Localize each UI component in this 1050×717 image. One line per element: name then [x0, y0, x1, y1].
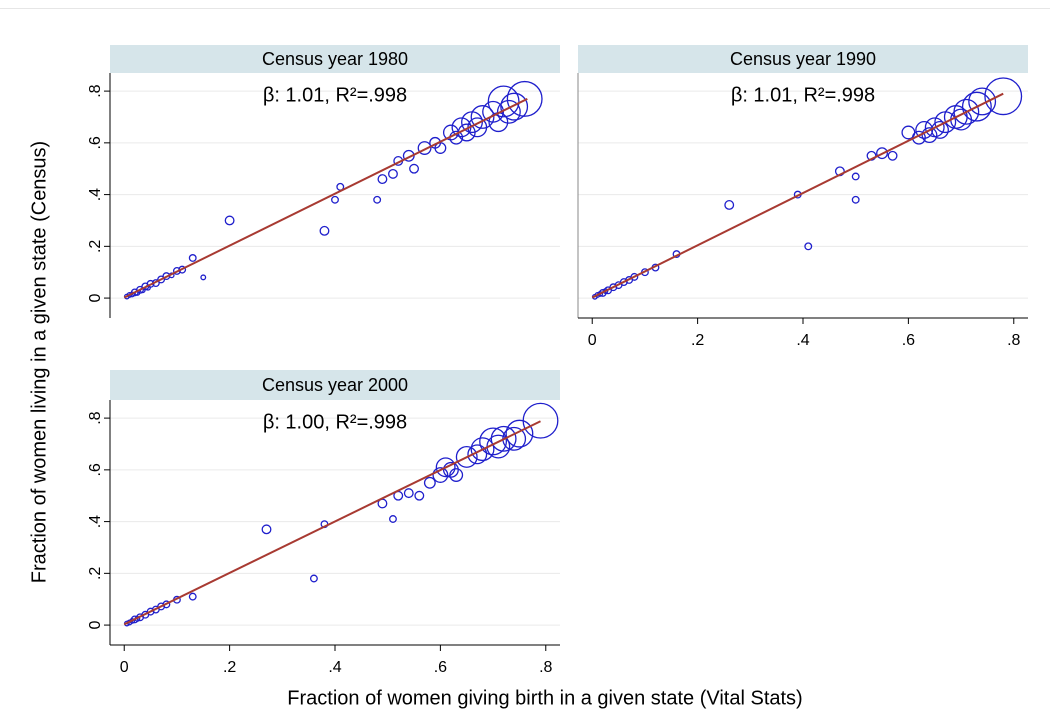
bubble [403, 488, 414, 499]
x-tick-label: 0 [588, 332, 597, 349]
bubble [261, 524, 272, 535]
bubble [953, 98, 980, 125]
bubble [630, 272, 639, 281]
bubble [479, 427, 508, 456]
y-tick-label: .2 [87, 567, 104, 580]
annotation: β: 1.00, R²=.998 [263, 411, 407, 433]
bubble [432, 467, 449, 483]
fit-line [123, 420, 541, 626]
y-tick-label: 0 [87, 294, 104, 303]
bubble [487, 85, 520, 118]
bubble [467, 444, 488, 465]
bubble [505, 419, 534, 448]
bubble [470, 437, 495, 462]
x-axis-label: Fraction of women giving birth in a give… [287, 687, 802, 709]
panel-title: Census year 1980 [262, 49, 408, 69]
bubble [470, 105, 495, 129]
bubble [506, 80, 543, 117]
x-tick-label: .6 [434, 659, 447, 676]
bubble [224, 215, 235, 226]
y-axis-label: Fraction of women living in a given stat… [28, 141, 50, 583]
bubble [455, 445, 478, 468]
bubble [851, 172, 860, 181]
bubble [496, 99, 521, 124]
y-tick-label: .4 [87, 515, 104, 528]
y-tick-label: .2 [87, 240, 104, 253]
bubble [200, 274, 207, 281]
bubble [409, 163, 419, 174]
panel-title: Census year 1990 [730, 49, 876, 69]
x-tick-label: .2 [691, 332, 704, 349]
x-tick-label: .8 [539, 659, 552, 676]
bubble [309, 574, 318, 583]
annotation: β: 1.01, R²=.998 [263, 84, 407, 106]
bubble [887, 150, 898, 161]
bubble [968, 87, 997, 116]
x-tick-label: .6 [902, 332, 915, 349]
y-tick-label: 0 [87, 621, 104, 630]
bubble [961, 91, 992, 122]
bubble [188, 254, 197, 262]
bubble [804, 242, 813, 251]
bubble [319, 225, 330, 236]
annotation: β: 1.01, R²=.998 [731, 84, 875, 106]
bubble [435, 457, 456, 478]
bubble [414, 490, 425, 501]
bubble [921, 127, 938, 144]
bubble [188, 592, 197, 601]
bubble [388, 168, 398, 179]
y-tick-label: .6 [87, 463, 104, 476]
x-tick-label: 0 [120, 659, 129, 676]
bubble [915, 120, 934, 139]
bubble [500, 92, 529, 121]
bubble [377, 174, 388, 185]
x-tick-label: .8 [1007, 332, 1020, 349]
panel-strip [110, 45, 560, 73]
bubble [522, 402, 559, 439]
bubble [490, 425, 517, 452]
y-tick-label: .4 [87, 188, 104, 201]
bubble [851, 195, 860, 204]
y-tick-label: .6 [87, 136, 104, 149]
bubble [876, 147, 888, 160]
bubble [417, 141, 432, 155]
bubble [389, 515, 397, 523]
y-tick-label: .8 [87, 411, 104, 424]
bubble [984, 77, 1023, 116]
bubble [373, 195, 382, 204]
bubble [724, 199, 735, 210]
bubble [331, 195, 339, 204]
x-tick-label: .4 [796, 332, 809, 349]
y-tick-label: .8 [87, 84, 104, 97]
bubble [449, 468, 464, 482]
panel-title: Census year 2000 [262, 375, 408, 395]
panel-strip [110, 370, 560, 400]
panel-strip [578, 45, 1028, 73]
x-tick-label: .4 [328, 659, 341, 676]
bubble [482, 100, 505, 123]
x-tick-label: .2 [223, 659, 236, 676]
fit-line [123, 97, 528, 299]
bubble [423, 476, 436, 489]
fit-line [591, 92, 1004, 299]
